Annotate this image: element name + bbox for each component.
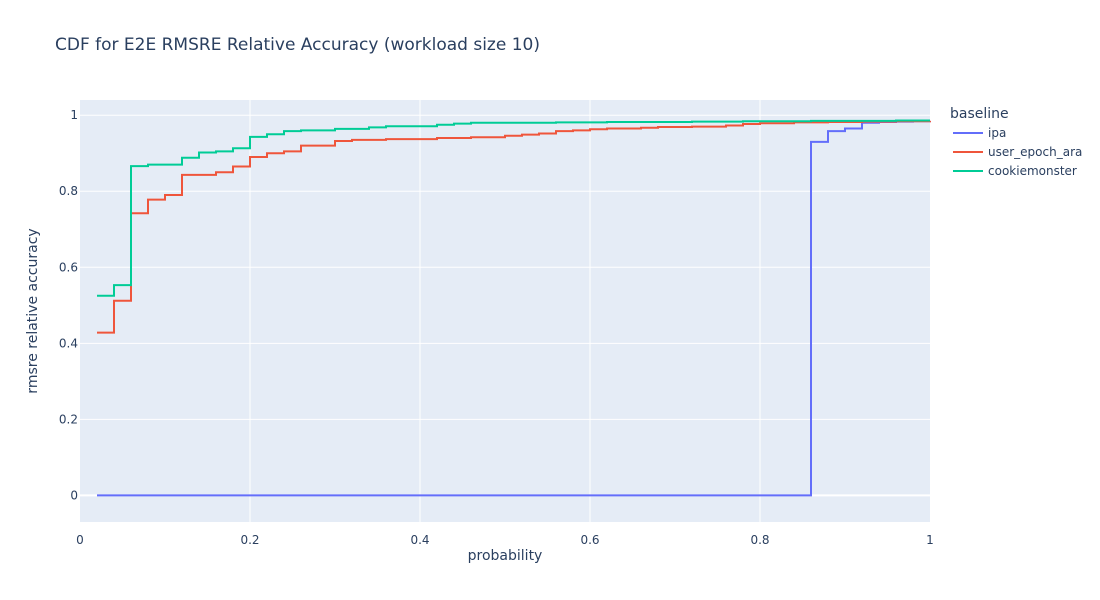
x-tick-label: 0.8: [750, 533, 769, 547]
series-lines: [97, 119, 931, 497]
y-tick-label: 0.2: [59, 412, 78, 426]
y-tick-label: 1: [70, 108, 78, 122]
legend-label: ipa: [988, 126, 1006, 140]
x-axis-title: probability: [468, 548, 543, 564]
legend-item-ipa[interactable]: ipa: [953, 126, 1006, 140]
legend-label: cookiemonster: [988, 164, 1077, 178]
legend[interactable]: baseline ipa user_epoch_ara cookiemonster: [950, 106, 1082, 178]
grid: [80, 100, 930, 522]
series-line-user-epoch-ara[interactable]: [97, 120, 931, 334]
x-tick-label: 1: [926, 533, 934, 547]
x-tick-label: 0.6: [580, 533, 599, 547]
y-tick-label: 0.4: [59, 336, 78, 350]
legend-item-cookiemonster[interactable]: cookiemonster: [953, 164, 1077, 178]
series-line-cookiemonster[interactable]: [97, 119, 930, 297]
legend-item-user-epoch-ara[interactable]: user_epoch_ara: [953, 145, 1082, 159]
x-tick-label: 0: [76, 533, 84, 547]
y-tick-label: 0: [70, 488, 78, 502]
x-tick-label: 0.2: [240, 533, 259, 547]
legend-label: user_epoch_ara: [988, 145, 1082, 159]
x-tick-label: 0.4: [410, 533, 429, 547]
y-tick-label: 0.6: [59, 260, 78, 274]
plot-area: [80, 100, 930, 522]
legend-title: baseline: [950, 106, 1009, 122]
tick-labels: 0 0.2 0.4 0.6 0.8 1 0 0.2 0.4 0.6 0.8 1: [59, 108, 934, 547]
chart-title: CDF for E2E RMSRE Relative Accuracy (wor…: [55, 35, 540, 55]
y-tick-label: 0.8: [59, 184, 78, 198]
y-axis-title: rmsre relative accuracy: [25, 228, 41, 393]
